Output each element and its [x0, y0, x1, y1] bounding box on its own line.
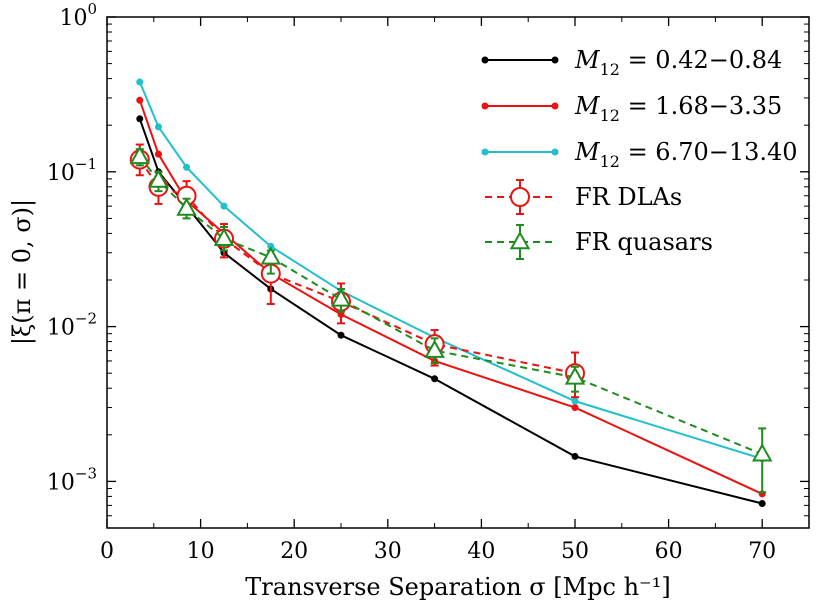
data-point: [176, 197, 197, 216]
data-point: [136, 115, 144, 123]
y-tick-label: 10−1: [47, 155, 97, 186]
x-tick-label: 30: [374, 539, 402, 564]
x-tick-label: 20: [280, 539, 308, 564]
legend-marker: [481, 102, 489, 110]
legend: M12 = 0.42−0.84 M12 = 1.68−3.35 M12 = 6.70…: [481, 46, 798, 260]
legend-marker: [551, 102, 559, 110]
legend-entry-4: FR quasars: [485, 224, 713, 260]
legend-marker: [509, 230, 531, 250]
x-tick-label: 10: [187, 539, 215, 564]
data-point: [213, 227, 235, 246]
legend-label: M12 = 6.70−13.40: [574, 138, 798, 171]
y-axis-label: |ξ(π = 0, σ)|: [8, 199, 37, 345]
data-point: [136, 78, 144, 86]
legend-entry-2: M12 = 6.70−13.40: [481, 138, 798, 171]
legend-entry-3: FR DLAs: [485, 179, 682, 215]
data-point: [154, 150, 162, 158]
data-point: [571, 397, 579, 405]
plot-area: [107, 17, 809, 528]
x-tick-label: 70: [748, 539, 776, 564]
data-point: [154, 123, 162, 131]
data-point: [758, 499, 766, 507]
x-axis-label: Transverse Separation σ [Mpc h⁻¹]: [245, 573, 670, 601]
x-tick-label: 60: [655, 539, 683, 564]
series-layer: [129, 78, 773, 507]
data-point: [330, 288, 352, 307]
legend-label: M12 = 1.68−3.35: [574, 92, 782, 125]
data-point: [337, 331, 345, 339]
data-point: [183, 163, 191, 171]
data-point: [564, 366, 586, 385]
legend-label: FR DLAs: [575, 183, 682, 211]
y-tick-label: 10−3: [47, 464, 97, 495]
legend-marker: [551, 148, 559, 156]
data-point: [148, 169, 169, 188]
data-point: [431, 375, 439, 383]
legend-label: FR quasars: [575, 228, 713, 256]
data-point: [136, 96, 144, 104]
legend-entry-0: M12 = 0.42−0.84: [481, 46, 782, 79]
plot-frame: [106, 16, 810, 529]
legend-label: M12 = 0.42−0.84: [574, 46, 782, 79]
legend-marker: [481, 56, 489, 64]
x-tick-label: 40: [467, 539, 495, 564]
ticks-layer: 0 10 20 30 40 50 60 70 10−3 10−2 10−1 100: [47, 0, 809, 564]
data-point: [424, 339, 445, 358]
legend-entry-1: M12 = 1.68−3.35: [481, 92, 782, 125]
data-point: [751, 443, 773, 462]
legend-marker: [481, 148, 489, 156]
legend-marker: [510, 187, 530, 207]
data-point: [260, 246, 282, 265]
data-point: [571, 452, 579, 460]
data-point: [129, 145, 151, 165]
x-tick-label: 0: [100, 539, 114, 564]
series-4: [129, 145, 773, 494]
data-point: [571, 404, 579, 412]
y-tick-label: 10−2: [47, 310, 97, 341]
data-point: [220, 202, 228, 210]
y-tick-label: 100: [59, 0, 97, 31]
x-tick-label: 50: [561, 539, 589, 564]
legend-marker: [551, 56, 559, 64]
